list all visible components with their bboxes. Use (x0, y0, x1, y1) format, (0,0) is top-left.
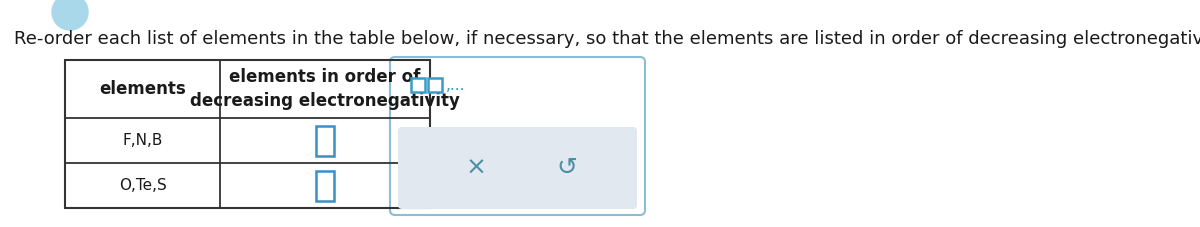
FancyBboxPatch shape (390, 57, 646, 215)
Bar (316, 126, 334, 155)
Text: F,N,B: F,N,B (122, 133, 163, 148)
Bar (65, 60, 430, 208)
Text: ↺: ↺ (556, 156, 577, 180)
Bar (428, 78, 442, 92)
Text: ×: × (466, 156, 486, 180)
Bar (410, 78, 425, 92)
Bar (316, 170, 334, 200)
Text: elements: elements (100, 80, 186, 98)
Circle shape (52, 0, 88, 30)
Text: Re-order each list of elements in the table below, if necessary, so that the ele: Re-order each list of elements in the ta… (14, 30, 1200, 48)
Text: O,Te,S: O,Te,S (119, 178, 167, 193)
FancyBboxPatch shape (398, 127, 637, 209)
Text: ,...: ,... (446, 79, 466, 94)
Text: elements in order of
decreasing electronegativity: elements in order of decreasing electron… (190, 68, 460, 110)
